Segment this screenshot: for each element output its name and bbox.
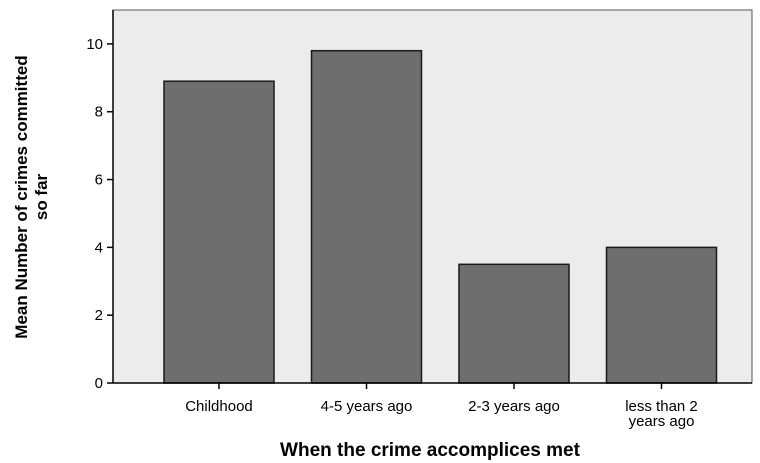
bar-1 — [310, 49, 423, 384]
x-tick-label-1-line-0: 4-5 years ago — [321, 398, 413, 415]
x-tick-label-0-line-0: Childhood — [185, 398, 253, 415]
bars-group — [163, 49, 718, 384]
y-tick-label-1: 2 — [95, 307, 103, 324]
y-ticks-group: 0 2 4 6 8 10 — [86, 36, 113, 392]
y-tick-label-2: 4 — [95, 239, 103, 256]
bar-2 — [458, 263, 570, 384]
x-tick-label-2-line-0: 2-3 years ago — [468, 398, 560, 415]
bar-3 — [605, 246, 718, 384]
y-tick-label-5: 10 — [86, 36, 103, 53]
y-tick-label-3: 6 — [95, 172, 103, 189]
bar-0 — [163, 80, 275, 384]
y-axis-title-line-2: so far — [32, 173, 51, 220]
x-axis-title: When the crime accomplices met — [280, 440, 581, 461]
y-axis-title-line-1: Mean Number of crimes committed — [12, 55, 31, 338]
y-tick-label-4: 8 — [95, 104, 103, 121]
x-ticks-group: Childhood 4-5 years ago 2-3 years ago less … — [185, 383, 698, 430]
x-tick-label-3-line-1: years ago — [629, 413, 695, 430]
x-tick-label-3-line-0: less than 2 — [625, 398, 698, 415]
y-tick-label-0: 0 — [95, 375, 103, 392]
